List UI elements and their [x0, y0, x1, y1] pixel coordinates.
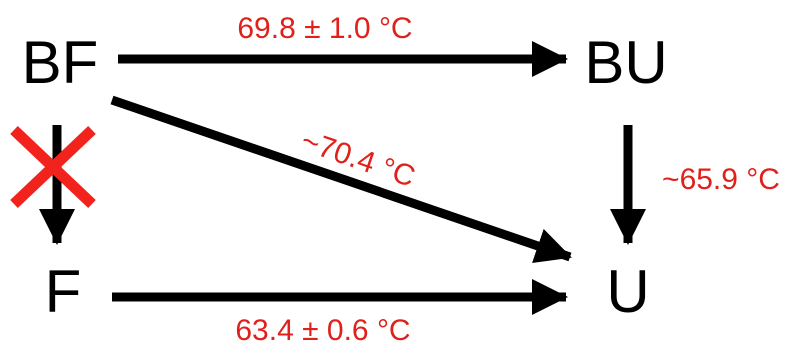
node-f: F [45, 258, 82, 325]
node-u: U [606, 258, 649, 325]
cross-icon [10, 126, 96, 208]
edge-label-f-to-u: 63.4 ± 0.6 °C [235, 314, 410, 347]
edge-label-bu-to-u: ~65.9 °C [662, 163, 780, 196]
edge-label-bf-to-bu: 69.8 ± 1.0 °C [237, 12, 412, 45]
arrow-bf-to-u [110, 95, 572, 264]
node-bf: BF [22, 29, 99, 96]
node-bu: BU [584, 29, 667, 96]
